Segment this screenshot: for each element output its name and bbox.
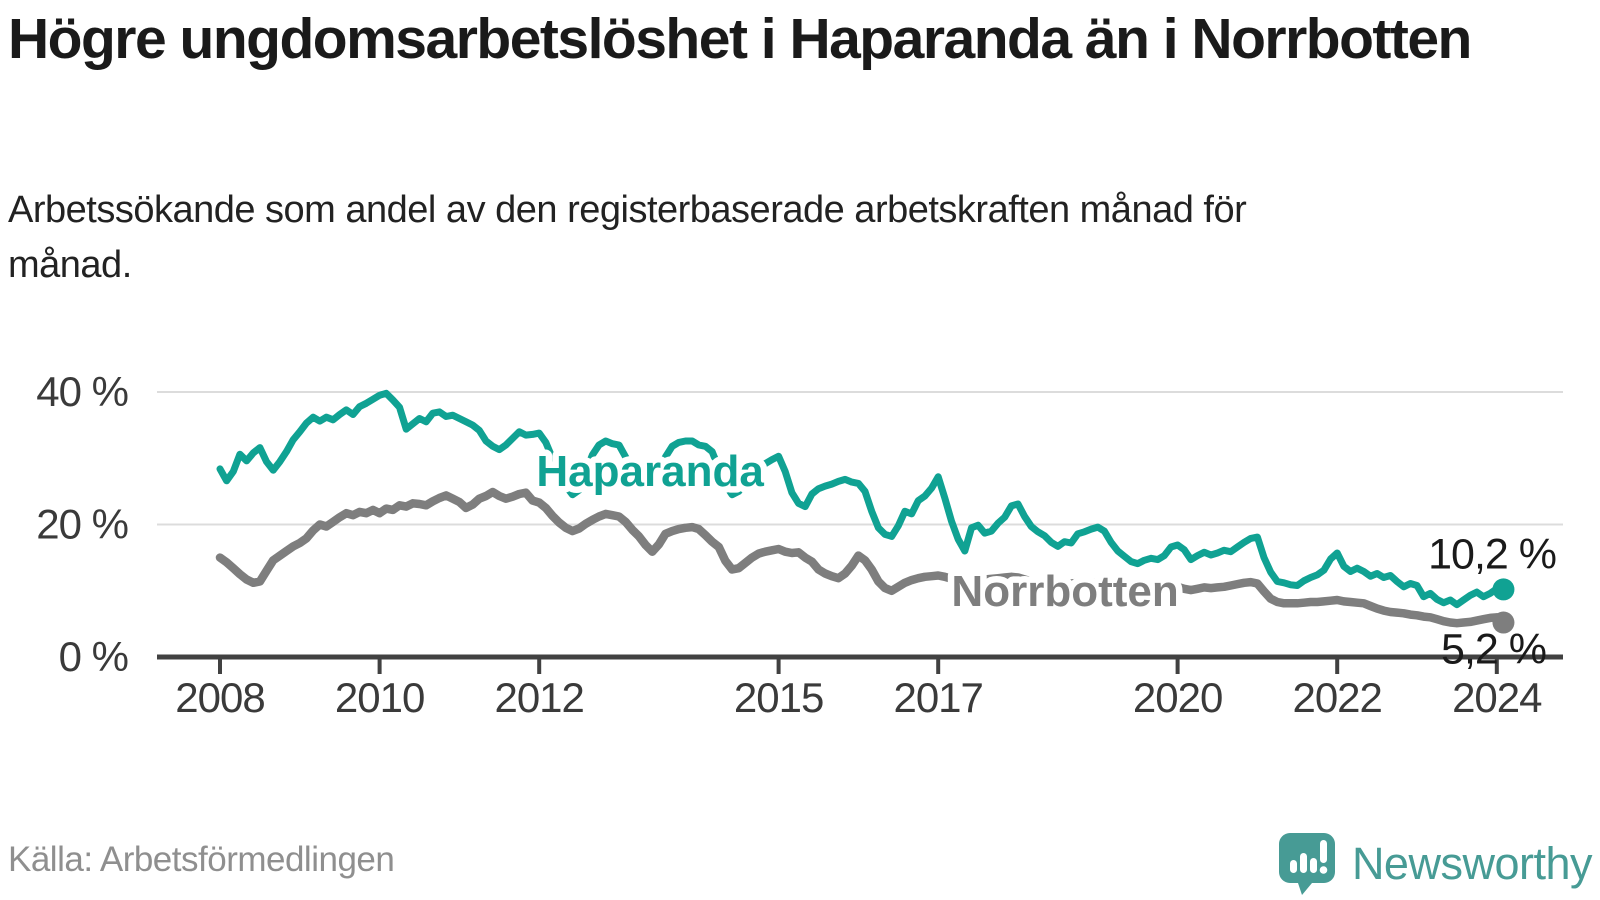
- series-label-haparanda: Haparanda: [536, 447, 764, 496]
- x-tick-label: 2015: [734, 674, 823, 721]
- end-value-label-norrbotten: 5,2 %: [1441, 626, 1546, 674]
- logo-bar-short: [1289, 860, 1297, 873]
- newsworthy-logo: Newsworthy: [1278, 832, 1593, 896]
- end-dot-haparanda: [1492, 578, 1515, 601]
- page-title: Högre ungdomsarbetslöshet i Haparanda än…: [8, 7, 1472, 71]
- y-tick-label: 20 %: [36, 501, 128, 548]
- y-tick-label: 0 %: [59, 633, 128, 680]
- x-tick-label: 2024: [1452, 674, 1542, 721]
- x-tick-label: 2022: [1292, 674, 1381, 721]
- logo-exclamation-dot: [1319, 866, 1328, 874]
- x-tick-label: 2010: [335, 674, 424, 721]
- x-tick-label: 2017: [893, 674, 982, 721]
- x-tick-label: 2008: [175, 674, 264, 721]
- series-label-norrbotten: Norrbotten: [951, 567, 1178, 616]
- x-axis: [157, 654, 1563, 674]
- x-axis-labels: 2008 2010 2012 2015 2017 2020 2022 2024: [175, 674, 1543, 721]
- series-line-norrbotten: [215, 487, 1508, 628]
- chart-annotations: Haparanda Norrbotten 5,2 % 10,2 %: [530, 441, 1557, 674]
- series-line-haparanda: [216, 389, 1507, 609]
- source-note: Källa: Arbetsförmedlingen: [8, 840, 395, 879]
- logo-bar-mid: [1309, 858, 1317, 873]
- x-tick-label: 2020: [1133, 674, 1222, 721]
- logo-bar-tall: [1299, 853, 1307, 873]
- series-lines: [215, 389, 1515, 634]
- page-subtitle: Arbetssökande som andel av den registerb…: [8, 189, 1247, 287]
- newsworthy-bubble-icon: [1278, 833, 1335, 895]
- y-tick-label: 40 %: [36, 368, 128, 415]
- end-value-label-haparanda: 10,2 %: [1428, 530, 1556, 578]
- gridlines: [157, 391, 1563, 526]
- y-axis-labels: 40 % 20 % 0 %: [36, 368, 129, 680]
- end-dot-norrbotten: [1492, 611, 1515, 634]
- logo-exclamation-bar: [1319, 840, 1327, 863]
- newsworthy-wordmark: Newsworthy: [1351, 838, 1593, 889]
- x-tick-label: 2012: [494, 674, 583, 721]
